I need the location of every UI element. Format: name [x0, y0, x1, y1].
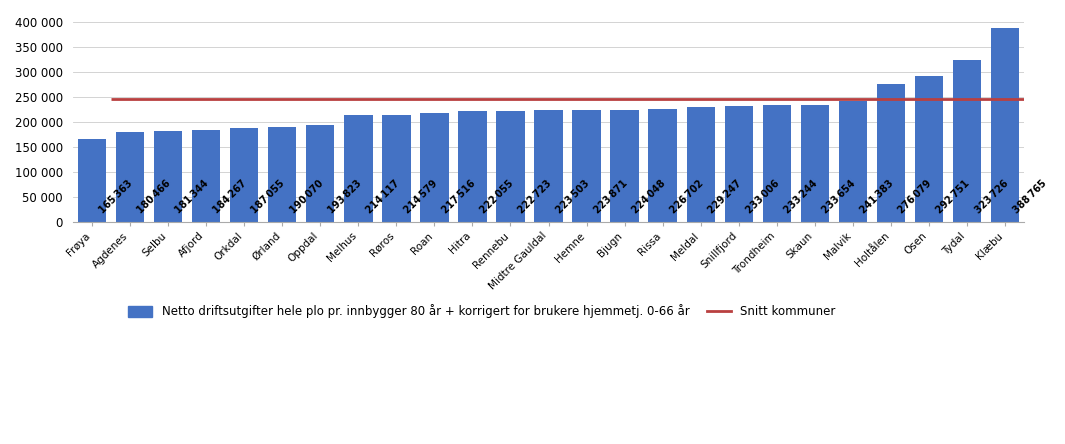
- Text: 190 070: 190 070: [288, 178, 325, 216]
- Bar: [192, 130, 220, 222]
- Text: 388 765: 388 765: [1011, 178, 1048, 216]
- Text: 233 244: 233 244: [783, 178, 820, 216]
- Text: 165 363: 165 363: [98, 178, 134, 216]
- Text: 180 466: 180 466: [135, 178, 173, 216]
- Bar: [876, 84, 905, 222]
- Text: 276 079: 276 079: [897, 178, 934, 216]
- Legend: Netto driftsutgifter hele plo pr. innbygger 80 år + korrigert for brukere hjemme: Netto driftsutgifter hele plo pr. innbyg…: [124, 300, 840, 323]
- Bar: [78, 139, 106, 222]
- Bar: [801, 105, 830, 222]
- Text: 214 579: 214 579: [402, 178, 439, 216]
- Bar: [763, 106, 791, 222]
- Text: 217 516: 217 516: [440, 178, 477, 216]
- Text: 226 702: 226 702: [669, 178, 705, 216]
- Bar: [724, 106, 753, 222]
- Bar: [839, 101, 867, 222]
- Bar: [230, 128, 259, 222]
- Bar: [953, 60, 982, 222]
- Bar: [116, 132, 144, 222]
- Bar: [990, 28, 1019, 222]
- Text: 222 723: 222 723: [517, 178, 554, 216]
- Bar: [268, 127, 296, 222]
- Text: 224 048: 224 048: [630, 178, 668, 216]
- Text: 193 823: 193 823: [326, 178, 363, 216]
- Text: 223 503: 223 503: [554, 178, 591, 216]
- Bar: [535, 111, 562, 222]
- Bar: [153, 131, 182, 222]
- Bar: [306, 125, 334, 222]
- Text: 222 055: 222 055: [478, 178, 515, 216]
- Text: 241 383: 241 383: [858, 178, 896, 216]
- Bar: [649, 109, 677, 222]
- Bar: [496, 111, 525, 222]
- Bar: [344, 115, 373, 222]
- Bar: [915, 76, 944, 222]
- Bar: [572, 110, 601, 222]
- Text: 184 267: 184 267: [212, 178, 249, 216]
- Bar: [382, 115, 411, 222]
- Bar: [610, 110, 639, 222]
- Text: 214 117: 214 117: [364, 178, 402, 216]
- Text: 323 726: 323 726: [973, 178, 1010, 216]
- Text: 223 871: 223 871: [592, 178, 629, 216]
- Bar: [458, 111, 487, 222]
- Bar: [687, 107, 715, 222]
- Text: 233 006: 233 006: [744, 178, 782, 216]
- Text: 292 751: 292 751: [935, 178, 972, 216]
- Text: 229 247: 229 247: [706, 178, 743, 216]
- Text: 187 055: 187 055: [250, 178, 288, 216]
- Text: 181 344: 181 344: [174, 178, 211, 216]
- Bar: [420, 113, 448, 222]
- Text: 233 654: 233 654: [821, 178, 857, 216]
